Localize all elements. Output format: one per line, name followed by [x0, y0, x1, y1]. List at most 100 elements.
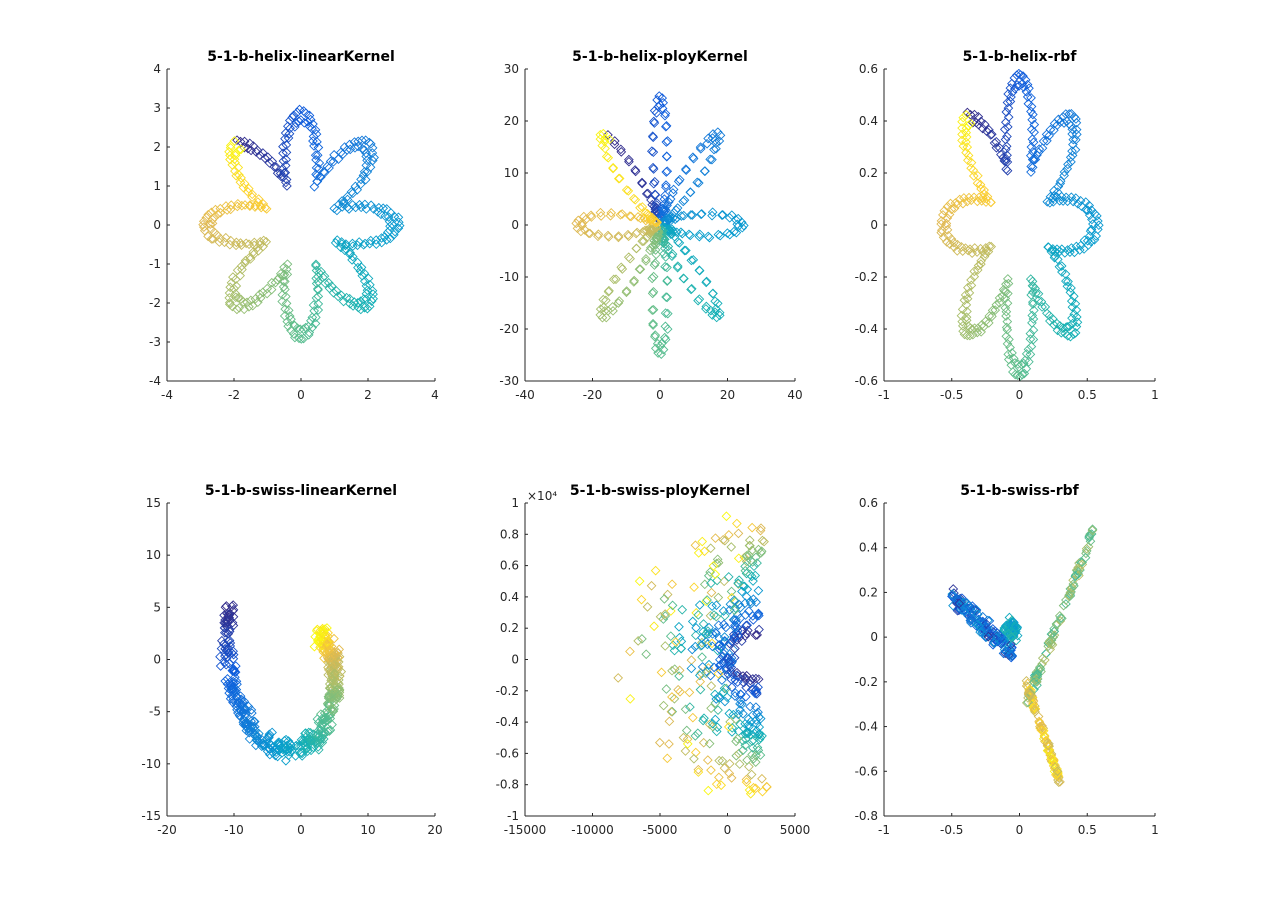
scatter-point — [713, 592, 724, 603]
scatter-point — [723, 722, 734, 732]
scatter-point — [737, 586, 747, 597]
scatter-point — [1045, 750, 1055, 760]
scatter-point — [722, 653, 733, 664]
scatter-point — [290, 741, 301, 752]
scatter-point — [281, 174, 292, 185]
scatter-point — [238, 297, 249, 307]
scatter-point — [651, 222, 661, 233]
scatter-point — [721, 511, 732, 522]
y-tick-label: 5 — [153, 600, 161, 614]
scatter-point — [660, 641, 671, 651]
scatter-point — [572, 223, 583, 234]
scatter-point — [710, 714, 721, 725]
scatter-point — [258, 199, 269, 209]
scatter-point — [207, 218, 218, 229]
scatter-point — [750, 757, 761, 767]
scatter-point — [976, 116, 986, 127]
scatter-point — [271, 747, 281, 758]
scatter-point — [626, 211, 636, 222]
scatter-point — [1007, 87, 1018, 98]
scatter-point — [660, 252, 671, 262]
scatter-point — [755, 713, 766, 724]
scatter-point — [1071, 117, 1082, 128]
y-tick-label: 4 — [153, 62, 161, 76]
scatter-point — [603, 306, 613, 316]
x-tick-label: -10 — [224, 823, 244, 837]
scatter-point — [718, 534, 728, 545]
scatter-point — [285, 742, 295, 753]
scatter-point — [362, 166, 373, 177]
scatter-point — [1087, 525, 1098, 536]
scatter-point — [957, 316, 968, 327]
scatter-point — [964, 604, 975, 615]
scatter-point — [685, 187, 696, 198]
scatter-point — [635, 264, 646, 275]
scatter-point — [680, 164, 691, 174]
scatter-point — [690, 630, 701, 641]
scatter-point — [1049, 252, 1060, 263]
scatter-point — [278, 141, 288, 152]
scatter-point — [368, 293, 378, 304]
scatter-point — [700, 166, 710, 176]
scatter-point — [734, 575, 744, 586]
scatter-point — [647, 273, 657, 284]
scatter-point — [670, 214, 681, 225]
scatter-point — [1024, 356, 1034, 367]
scatter-point — [951, 593, 962, 604]
scatter-point — [1066, 157, 1076, 167]
scatter-point — [675, 686, 685, 697]
scatter-point — [1006, 645, 1016, 656]
scatter-point — [609, 136, 620, 146]
scatter-point — [662, 136, 673, 146]
scatter-point — [1031, 672, 1041, 683]
scatter-point — [720, 696, 730, 707]
scatter-point — [979, 185, 989, 195]
y-tick-label: 1 — [153, 179, 161, 193]
scatter-point — [685, 230, 696, 241]
scatter-point — [623, 229, 633, 240]
scatter-point — [751, 685, 762, 695]
scatter-point — [331, 286, 342, 296]
scatter-point — [736, 689, 746, 700]
scatter-point — [1060, 269, 1071, 279]
scatter-point — [345, 144, 356, 155]
scatter-point — [339, 245, 350, 256]
scatter-point — [623, 252, 634, 263]
scatter-point — [1027, 276, 1038, 287]
scatter-point — [1085, 529, 1095, 540]
subplot-6: 5-1-b-swiss-rbf -1 -0.5 0 0.5 1 -0.8 -0.6 -0.4 -0… — [855, 483, 1159, 837]
scatter-point — [960, 290, 971, 300]
scatter-point — [632, 227, 642, 238]
scatter-point — [230, 667, 241, 678]
scatter-point — [724, 758, 735, 769]
scatter-point — [685, 187, 696, 197]
scatter-point — [625, 694, 636, 704]
scatter-point — [648, 304, 659, 315]
scatter-point — [315, 631, 326, 642]
scatter-point — [603, 130, 613, 140]
scatter-point — [701, 277, 712, 288]
scatter-point — [721, 683, 732, 694]
x-tick-label: 4 — [431, 388, 439, 402]
scatter-point — [336, 242, 346, 253]
scatter-point — [674, 174, 685, 185]
scatter-point — [1029, 127, 1039, 138]
scatter-point — [1022, 92, 1033, 102]
scatter-point — [962, 196, 973, 207]
scatter-point — [693, 295, 703, 306]
scatter-point — [658, 700, 669, 711]
scatter-point — [1002, 338, 1013, 349]
scatter-point — [709, 144, 719, 155]
scatter-point — [665, 229, 676, 240]
scatter-point — [215, 661, 226, 671]
scatter-point — [692, 177, 703, 188]
scatter-point — [623, 186, 634, 196]
scatter-point — [687, 210, 698, 220]
scatter-point — [677, 604, 688, 615]
y-tick-label: 0 — [511, 653, 519, 667]
scatter-point — [661, 121, 672, 131]
scatter-point — [727, 723, 738, 733]
scatter-point — [236, 173, 246, 183]
scatter-point — [749, 561, 759, 572]
scatter-point — [997, 291, 1008, 301]
